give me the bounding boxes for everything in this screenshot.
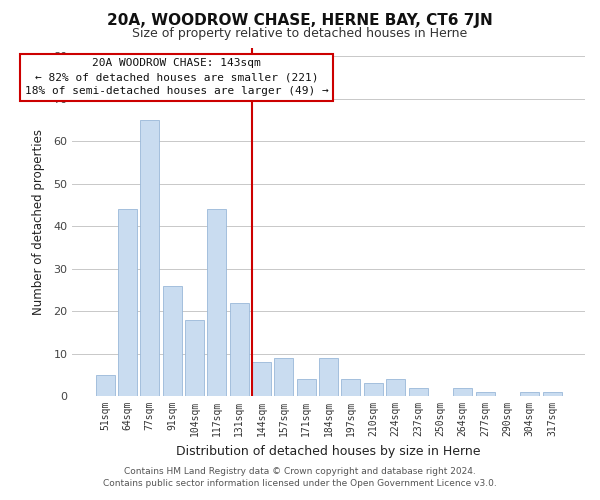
Bar	[95, 375, 115, 396]
Bar	[274, 358, 293, 396]
Bar	[520, 392, 539, 396]
Bar	[118, 209, 137, 396]
Bar	[208, 209, 226, 396]
Bar	[185, 320, 204, 396]
Bar	[542, 392, 562, 396]
Bar	[230, 302, 248, 396]
Bar	[453, 388, 472, 396]
Text: Contains HM Land Registry data © Crown copyright and database right 2024.
Contai: Contains HM Land Registry data © Crown c…	[103, 466, 497, 487]
Bar	[319, 358, 338, 396]
Bar	[364, 384, 383, 396]
Y-axis label: Number of detached properties: Number of detached properties	[32, 129, 45, 315]
Bar	[341, 379, 361, 396]
Bar	[163, 286, 182, 396]
Bar	[409, 388, 428, 396]
X-axis label: Distribution of detached houses by size in Herne: Distribution of detached houses by size …	[176, 444, 481, 458]
Bar	[140, 120, 159, 396]
Bar	[252, 362, 271, 396]
Text: Size of property relative to detached houses in Herne: Size of property relative to detached ho…	[133, 28, 467, 40]
Text: 20A WOODROW CHASE: 143sqm
← 82% of detached houses are smaller (221)
18% of semi: 20A WOODROW CHASE: 143sqm ← 82% of detac…	[25, 58, 328, 96]
Bar	[297, 379, 316, 396]
Text: 20A, WOODROW CHASE, HERNE BAY, CT6 7JN: 20A, WOODROW CHASE, HERNE BAY, CT6 7JN	[107, 12, 493, 28]
Bar	[476, 392, 494, 396]
Bar	[386, 379, 405, 396]
